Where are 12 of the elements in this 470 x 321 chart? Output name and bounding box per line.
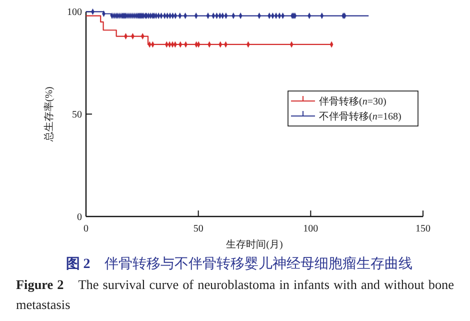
- text: 图 2 伴骨转移与不伴骨转移婴儿神经母细胞瘤生存曲线: [66, 257, 412, 272]
- y-tick-label: 100: [67, 7, 82, 18]
- x-tick-label: 150: [416, 224, 430, 234]
- x-axis-title: 生存时间(月): [226, 238, 283, 250]
- legend-label: 不伴骨转移(n=168): [319, 110, 402, 122]
- x-tick-label: 50: [193, 224, 204, 234]
- y-tick-label: 0: [77, 212, 82, 223]
- x-tick-label: 100: [303, 224, 318, 234]
- text: Figure 2 The survival curve of neuroblastoma in infants with and without bone metastasis: [16, 277, 454, 312]
- legend-label: 伴骨转移(n=30): [319, 96, 386, 108]
- y-tick-label: 50: [72, 110, 82, 121]
- y-axis-title: 总生存率(%): [43, 86, 55, 143]
